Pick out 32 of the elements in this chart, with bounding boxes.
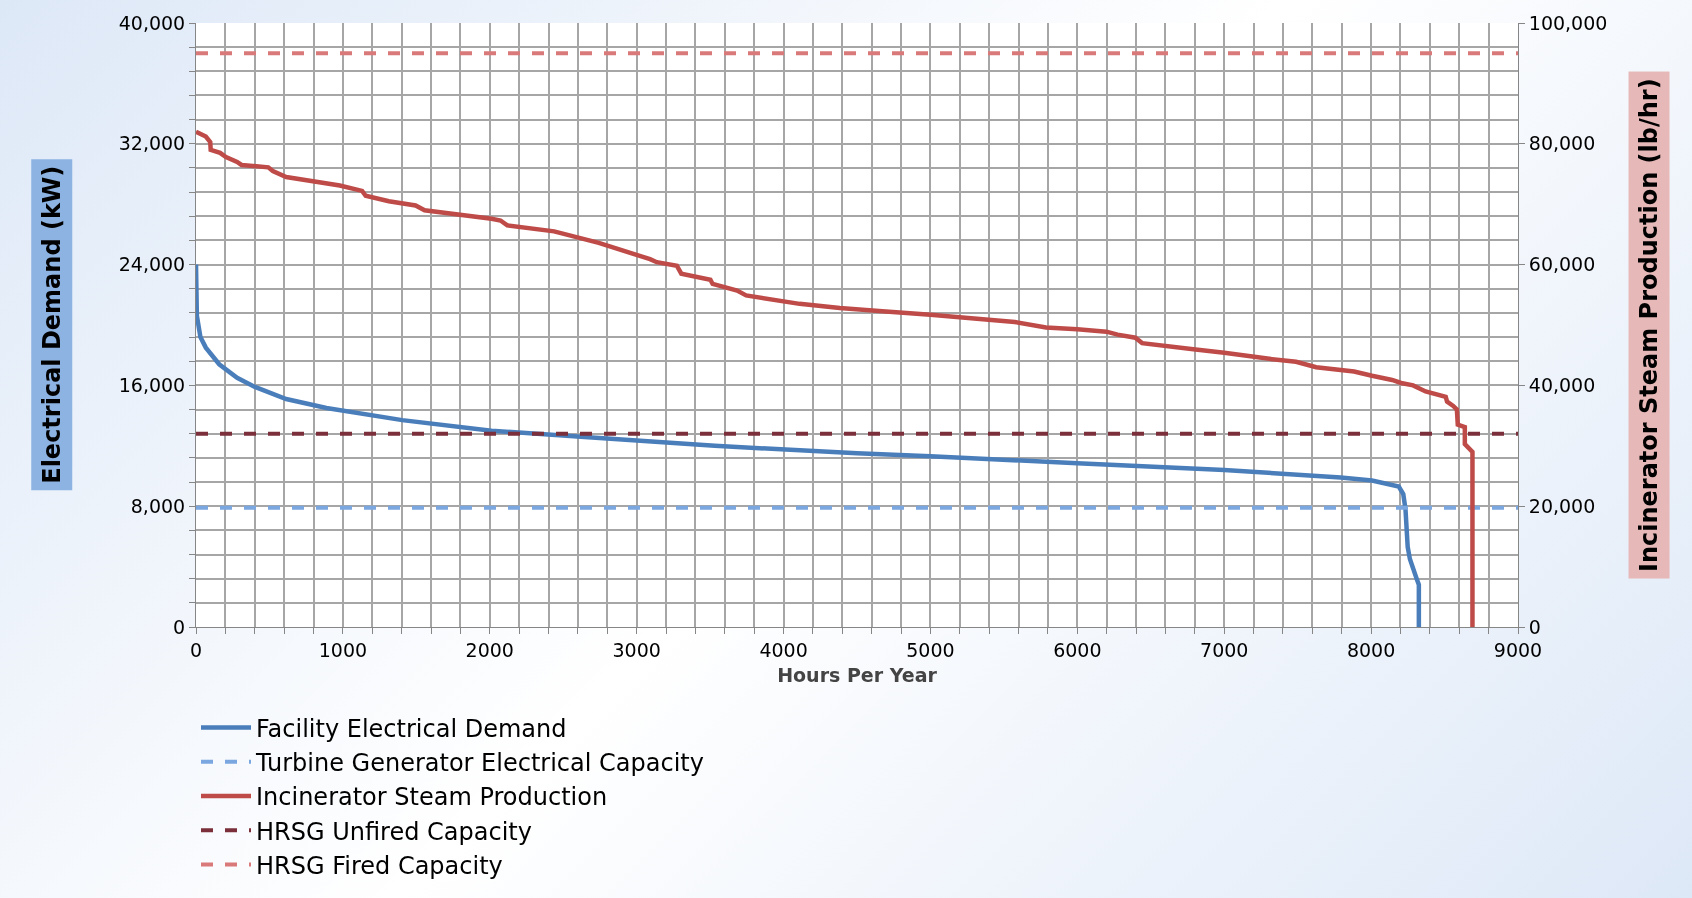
y2-tick-label: 40,000: [1528, 374, 1596, 397]
x-tick-label: 0: [189, 638, 203, 661]
x-tick-label: 4000: [759, 638, 808, 661]
x-tick-label: 2000: [465, 638, 514, 661]
y2-tick-label: 100,000: [1528, 11, 1608, 34]
y-tick-label: 16,000: [118, 374, 186, 397]
y2-tick-label: 80,000: [1528, 132, 1596, 155]
y2-axis-title: Incinerator Steam Production (lb/hr): [1635, 78, 1664, 573]
y-tick-label: 24,000: [118, 253, 186, 276]
legend-label: Turbine Generator Electrical Capacity: [255, 749, 704, 778]
x-axis-title: Hours Per Year: [777, 663, 938, 686]
y2-tick-label: 20,000: [1528, 494, 1596, 517]
y-tick-label: 0: [173, 615, 186, 638]
legend-label: Facility Electrical Demand: [256, 714, 567, 743]
legend-label: Incinerator Steam Production: [256, 783, 608, 812]
x-tick-label: 1000: [318, 638, 368, 661]
legend-label: HRSG Unfired Capacity: [256, 817, 532, 846]
legend-label: HRSG Fired Capacity: [256, 851, 503, 880]
y2-tick-label: 0: [1528, 615, 1541, 638]
y-tick-label: 40,000: [118, 11, 186, 34]
y-axis-title: Electrical Demand (kW): [37, 165, 66, 484]
line-series: [196, 129, 1475, 627]
x-tick-label: 5000: [906, 638, 955, 661]
x-tick-label: 6000: [1053, 638, 1102, 661]
x-tick-label: 7000: [1200, 638, 1249, 661]
y-tick-label: 32,000: [118, 132, 186, 155]
y-tick-label: 8,000: [130, 494, 186, 517]
x-tick-label: 8000: [1346, 638, 1396, 661]
y2-tick-label: 60,000: [1528, 253, 1596, 276]
line-series: [196, 262, 1422, 627]
x-tick-label: 3000: [612, 638, 661, 661]
x-tick-label: 9000: [1493, 638, 1543, 661]
